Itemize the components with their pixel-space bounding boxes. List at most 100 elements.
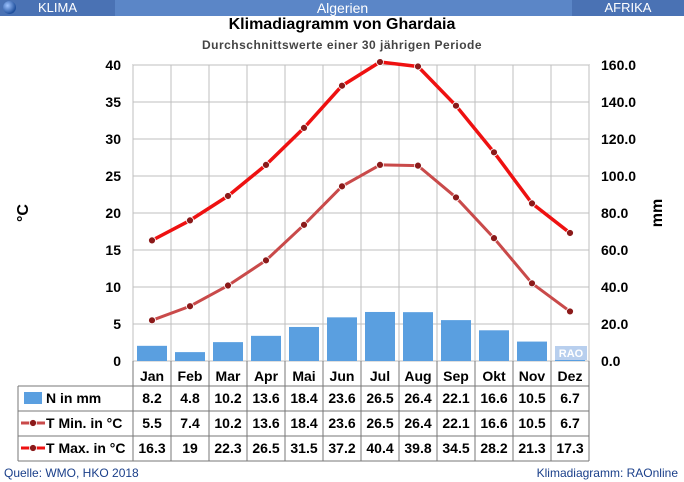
y-right-tick-label: 20.0 <box>601 316 628 332</box>
table-value: 26.5 <box>252 440 279 456</box>
x-tick-label: Jan <box>140 368 164 384</box>
legend-key-marker <box>29 419 37 427</box>
precip-bar <box>289 326 319 361</box>
y-right-tick-label: 100.0 <box>601 168 636 184</box>
table-value: 8.2 <box>142 390 162 406</box>
table-value: 10.2 <box>214 415 241 431</box>
y-left-axis-label: °C <box>15 204 32 222</box>
tmin-point <box>224 281 232 290</box>
y-left-tick-label: 20 <box>105 205 121 221</box>
tmin-point <box>528 279 536 288</box>
chart-title: Klimadiagramm von Ghardaia <box>228 16 456 33</box>
y-left-tick-label: 30 <box>105 131 121 147</box>
table-value: 16.6 <box>480 390 507 406</box>
precip-bar <box>213 342 243 361</box>
x-tick-label: Jun <box>330 368 355 384</box>
table-value: 7.4 <box>180 415 200 431</box>
precip-bar <box>365 311 395 361</box>
tmax-point <box>490 148 498 157</box>
y-right-tick-label: 160.0 <box>601 57 636 73</box>
table-value: 16.3 <box>138 440 165 456</box>
legend-label: T Max. in °C <box>46 440 126 456</box>
table-value: 13.6 <box>252 390 279 406</box>
tmin-point <box>148 316 156 325</box>
y-left-tick-label: 40 <box>105 57 121 73</box>
chart-subtitle: Durchschnittswerte einer 30 jährigen Per… <box>201 38 483 52</box>
tmin-point <box>338 182 346 191</box>
footer-credit: Klimadiagramm: RAOnline <box>536 466 678 480</box>
y-left-tick-label: 25 <box>105 168 121 184</box>
x-tick-label: Jul <box>370 368 390 384</box>
tmin-point <box>490 234 498 243</box>
x-tick-label: Okt <box>482 368 506 384</box>
table-value: 18.4 <box>290 390 317 406</box>
tmax-point <box>262 160 270 169</box>
footer-source: Quelle: WMO, HKO 2018 <box>4 466 139 480</box>
legend-label: N in mm <box>46 390 101 406</box>
x-tick-label: Feb <box>178 368 203 384</box>
table-value: 19 <box>182 440 198 456</box>
x-tick-label: Dez <box>558 368 583 384</box>
precip-bar <box>517 341 547 361</box>
precip-bar <box>137 345 167 361</box>
globe-icon <box>3 1 16 14</box>
tmax-point <box>452 101 460 110</box>
table-value: 26.4 <box>404 390 431 406</box>
tmax-point <box>376 58 384 66</box>
table-value: 22.3 <box>214 440 241 456</box>
tmin-point <box>566 307 574 316</box>
tmax-point <box>528 199 536 208</box>
table-value: 5.5 <box>142 415 162 431</box>
header-left-label: KLIMA <box>38 0 78 15</box>
table-value: 34.5 <box>442 440 469 456</box>
tmin-point <box>376 160 384 169</box>
table-value: 4.8 <box>180 390 200 406</box>
y-left-tick-label: 5 <box>113 316 121 332</box>
header-right[interactable]: AFRIKA <box>572 0 684 16</box>
y-left-tick-label: 10 <box>105 279 121 295</box>
table-value: 40.4 <box>366 440 393 456</box>
tmax-point <box>338 81 346 90</box>
header-center[interactable]: Algerien <box>115 0 570 16</box>
table-value: 18.4 <box>290 415 317 431</box>
x-tick-label: Mar <box>216 368 241 384</box>
precip-bar <box>479 330 509 361</box>
watermark-box <box>555 346 587 360</box>
table-value: 26.5 <box>366 415 393 431</box>
tmax-point <box>300 124 308 132</box>
y-left-tick-label: 15 <box>105 242 121 258</box>
tmax-point <box>566 229 574 237</box>
tmin-point <box>414 161 422 170</box>
table-value: 10.5 <box>518 415 545 431</box>
y-left-tick-label: 0 <box>113 353 121 369</box>
y-right-tick-label: 140.0 <box>601 94 636 110</box>
table-value: 39.8 <box>404 440 431 456</box>
table-value: 17.3 <box>556 440 583 456</box>
header-left[interactable]: KLIMA <box>0 0 115 16</box>
tmax-point <box>148 236 156 245</box>
table-value: 26.5 <box>366 390 393 406</box>
tmax-point <box>414 62 422 71</box>
table-value: 10.2 <box>214 390 241 406</box>
x-tick-label: Apr <box>254 368 279 384</box>
tmin-point <box>452 193 460 202</box>
table-value: 37.2 <box>328 440 355 456</box>
watermark-label: RAO <box>559 348 584 360</box>
precip-bar <box>327 317 357 361</box>
tmin-point <box>262 256 270 265</box>
precip-bar <box>403 312 433 361</box>
tmin-point <box>300 220 308 229</box>
x-tick-label: Nov <box>519 368 546 384</box>
y-right-axis-label: mm <box>649 199 666 227</box>
y-right-tick-label: 60.0 <box>601 242 628 258</box>
table-value: 23.6 <box>328 390 355 406</box>
x-tick-label: Mai <box>292 368 315 384</box>
table-value: 13.6 <box>252 415 279 431</box>
table-value: 6.7 <box>560 415 580 431</box>
table-value: 16.6 <box>480 415 507 431</box>
tmin-point <box>186 302 194 311</box>
legend-label: T Min. in °C <box>46 415 122 431</box>
precip-bar <box>441 320 471 361</box>
table-value: 28.2 <box>480 440 507 456</box>
